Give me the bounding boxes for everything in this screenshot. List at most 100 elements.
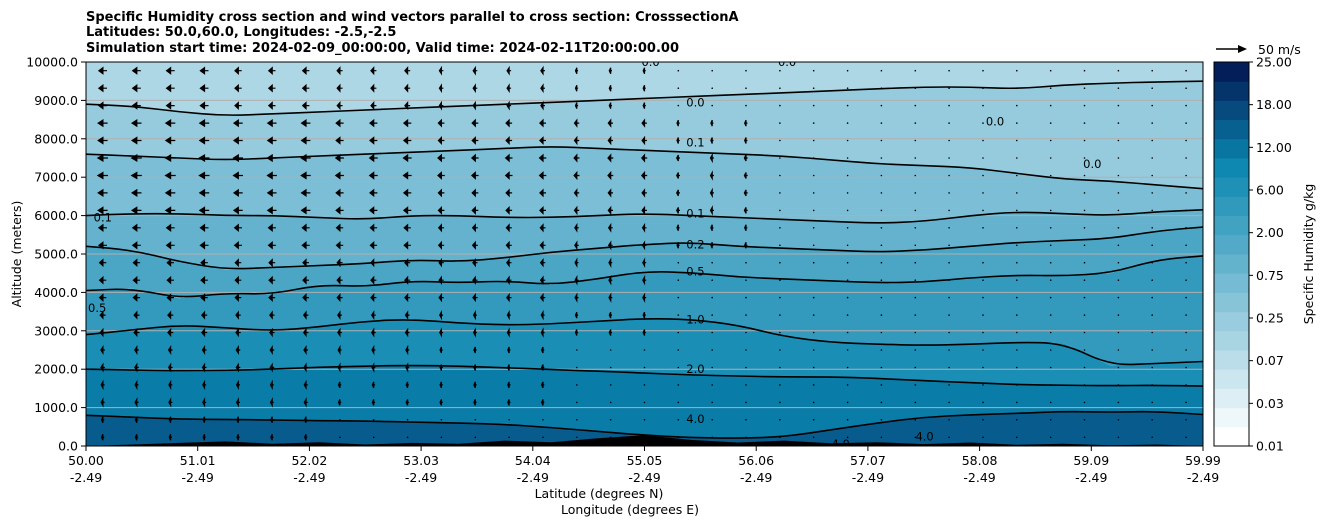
- x-tick-lat: 52.02: [292, 453, 328, 468]
- wind-vector: [607, 170, 614, 181]
- wind-vector: [576, 366, 578, 369]
- wind-vector: [709, 170, 714, 181]
- wind-vector: [505, 205, 513, 215]
- wind-vector: [676, 242, 680, 249]
- wind-vector: [99, 310, 106, 320]
- wind-vector: [370, 258, 377, 268]
- wind-vector: [880, 157, 883, 159]
- wind-vector: [1151, 209, 1153, 212]
- wind-vector: [1016, 157, 1018, 159]
- wind-vector: [608, 274, 613, 286]
- contour-label: 0.1: [686, 136, 704, 150]
- wind-vector: [948, 157, 950, 159]
- wind-vector: [1185, 69, 1187, 72]
- wind-vector: [266, 153, 277, 163]
- wind-vector: [540, 399, 545, 406]
- wind-vector: [1049, 384, 1052, 386]
- y-tick-label: 4000.0: [34, 285, 78, 300]
- wind-vector: [130, 206, 142, 215]
- wind-vector: [471, 223, 478, 233]
- wind-vector: [1185, 349, 1187, 351]
- wind-vector: [574, 329, 579, 336]
- wind-vector: [539, 257, 546, 268]
- wind-vector: [336, 101, 343, 111]
- wind-vector: [607, 153, 614, 163]
- wind-vector: [437, 118, 445, 128]
- wind-vector: [745, 419, 747, 421]
- wind-vector: [948, 401, 950, 404]
- wind-vector: [641, 135, 647, 146]
- wind-vector: [1049, 209, 1052, 212]
- wind-vector: [1083, 157, 1086, 159]
- wind-vector: [1083, 384, 1086, 386]
- wind-vector: [508, 419, 510, 421]
- wind-vector: [1049, 366, 1052, 369]
- colorbar: 0.01 0.03 0.07 0.25 0.75 2.00 6.00 12.00…: [1213, 55, 1316, 454]
- wind-vector: [744, 242, 748, 249]
- wind-vector: [369, 206, 378, 215]
- colorbar-band: [1214, 62, 1249, 82]
- wind-vector: [403, 223, 411, 233]
- wind-vector: [1185, 157, 1187, 159]
- wind-vector: [1117, 384, 1120, 386]
- wind-vector: [743, 172, 748, 179]
- wind-vector: [235, 379, 240, 391]
- wind-vector: [507, 346, 511, 354]
- wind-vector: [1185, 174, 1187, 177]
- wind-vector: [711, 296, 713, 299]
- wind-vector: [1151, 122, 1153, 124]
- wind-vector: [744, 224, 748, 232]
- wind-vector: [234, 275, 242, 285]
- colorbar-tick-label: 0.03: [1256, 396, 1284, 411]
- wind-vector: [269, 362, 275, 373]
- wind-vector: [1151, 349, 1153, 351]
- wind-vector: [982, 349, 984, 351]
- wind-vector: [1117, 192, 1120, 194]
- wind-vector: [1117, 87, 1120, 89]
- wind-vector: [96, 153, 108, 163]
- wind-vector: [439, 381, 443, 389]
- wind-vector: [368, 171, 378, 180]
- wind-vector: [472, 275, 478, 285]
- wind-vector: [471, 205, 479, 215]
- wind-vector: [202, 397, 207, 408]
- wind-vector: [779, 192, 781, 194]
- wind-vector: [1016, 244, 1018, 247]
- wind-vector: [198, 206, 210, 215]
- wind-vector: [607, 188, 613, 198]
- wind-vector: [1083, 349, 1086, 351]
- wind-vector: [982, 139, 984, 142]
- wind-vector: [1049, 87, 1052, 89]
- wind-vector: [1185, 401, 1187, 404]
- wind-vector: [404, 293, 411, 303]
- wind-vector: [1083, 331, 1086, 334]
- wind-vector: [573, 118, 580, 128]
- wind-vector: [404, 66, 411, 76]
- wind-vector: [1016, 419, 1018, 421]
- wind-vector: [199, 101, 209, 110]
- wind-vector: [677, 314, 680, 316]
- wind-vector: [302, 327, 309, 338]
- wind-vector: [743, 189, 748, 197]
- wind-vector: [880, 139, 883, 142]
- x-tick-lon: -2.49: [628, 470, 660, 485]
- wind-vector: [677, 419, 680, 421]
- wind-vector: [134, 397, 139, 408]
- wind-key-label: 50 m/s: [1258, 42, 1301, 57]
- wind-vector: [165, 66, 175, 75]
- contour-line-1-0: [86, 318, 1203, 366]
- wind-vector: [1049, 192, 1052, 194]
- wind-vector: [779, 331, 781, 334]
- wind-vector: [339, 419, 341, 421]
- colorbar-band: [1214, 119, 1249, 140]
- wind-vector: [1185, 314, 1187, 316]
- wind-vector: [370, 83, 377, 93]
- wind-vector: [710, 137, 714, 144]
- wind-vector: [812, 157, 815, 159]
- wind-vector: [914, 209, 917, 212]
- wind-vector: [268, 258, 276, 268]
- wind-vector: [846, 261, 849, 264]
- wind-vector: [471, 240, 478, 250]
- wind-vector: [812, 279, 815, 282]
- wind-vector: [576, 384, 578, 386]
